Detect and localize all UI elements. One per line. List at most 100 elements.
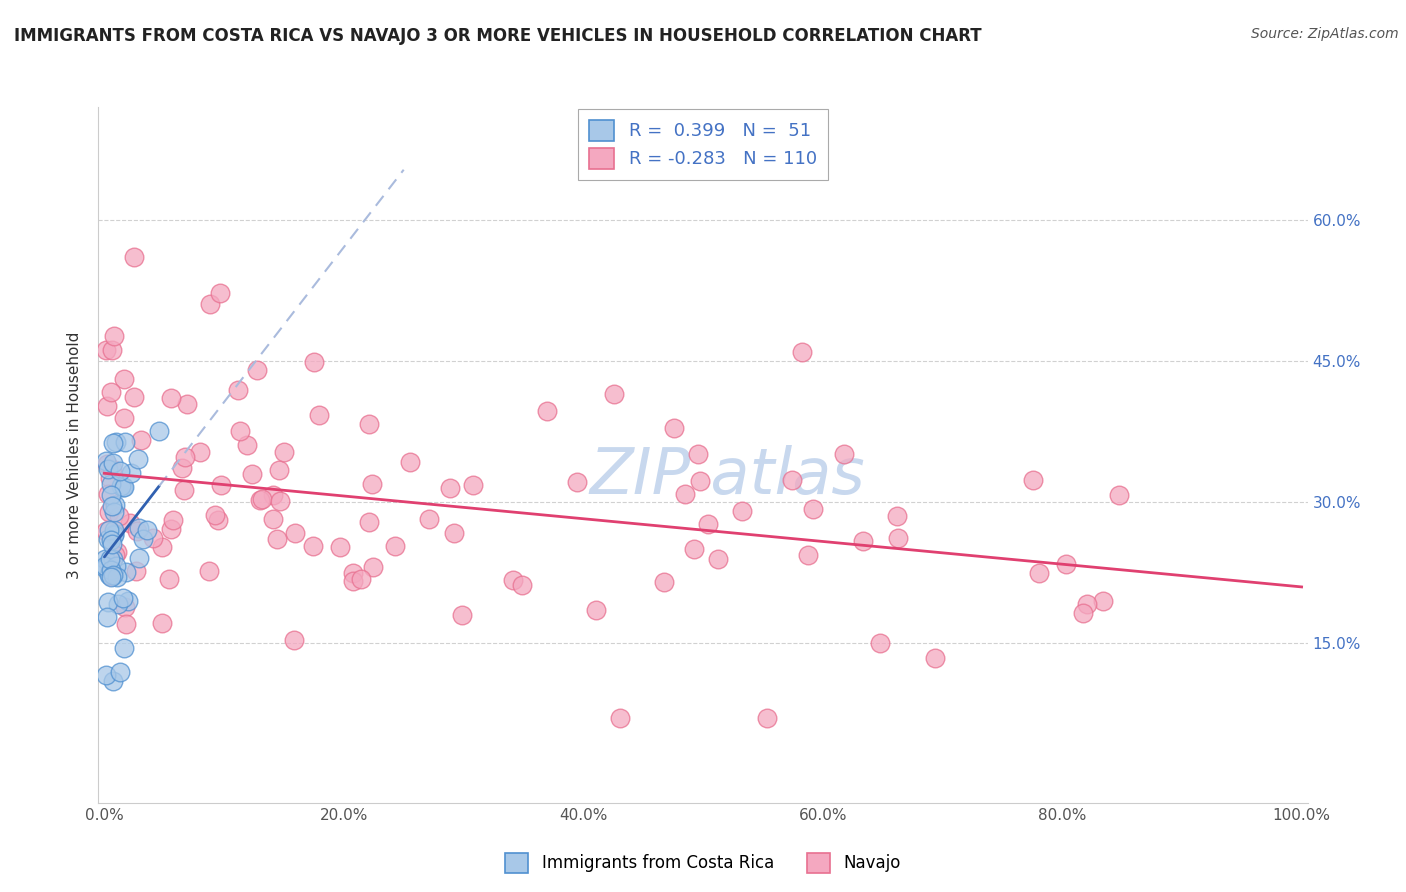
Point: [510, 578, 533, 592]
Point: [780, 473, 803, 487]
Legend: R =  0.399   N =  51, R = -0.283   N = 110: R = 0.399 N = 51, R = -0.283 N = 110: [578, 109, 828, 179]
Point: [105, 570, 128, 584]
Point: [204, 508, 226, 522]
Point: [1092, 594, 1115, 608]
Point: [207, 513, 229, 527]
Point: [97, 566, 120, 581]
Point: [159, 391, 181, 405]
Point: [104, 435, 127, 450]
Point: [249, 492, 271, 507]
Y-axis label: 3 or more Vehicles in Household: 3 or more Vehicles in Household: [67, 331, 83, 579]
Point: [246, 363, 269, 377]
Point: [792, 345, 814, 359]
Point: [284, 526, 307, 541]
Point: [97, 461, 120, 475]
Point: [128, 521, 150, 535]
Point: [342, 566, 364, 580]
Point: [112, 411, 135, 425]
Point: [209, 478, 232, 492]
Point: [94, 524, 117, 538]
Point: [887, 531, 910, 545]
Point: [114, 617, 136, 632]
Point: [94, 343, 117, 357]
Point: [565, 475, 588, 489]
Point: [103, 526, 125, 541]
Point: [463, 478, 485, 492]
Point: [98, 524, 121, 538]
Point: [101, 567, 124, 582]
Point: [756, 711, 779, 725]
Point: [98, 471, 121, 485]
Point: [302, 355, 325, 369]
Point: [150, 615, 173, 630]
Point: [98, 568, 121, 582]
Point: [117, 594, 139, 608]
Point: [832, 446, 855, 460]
Point: [308, 408, 330, 422]
Point: [124, 390, 146, 404]
Point: [115, 565, 138, 579]
Point: [100, 533, 122, 548]
Point: [96, 610, 118, 624]
Point: [124, 251, 146, 265]
Point: [94, 561, 117, 575]
Point: [250, 491, 273, 506]
Point: [98, 552, 121, 566]
Legend: Immigrants from Costa Rica, Navajo: Immigrants from Costa Rica, Navajo: [498, 847, 908, 880]
Point: [675, 487, 697, 501]
Point: [418, 512, 440, 526]
Point: [105, 545, 128, 559]
Point: [100, 384, 122, 399]
Point: [159, 522, 181, 536]
Point: [96, 668, 118, 682]
Point: [173, 483, 195, 498]
Point: [112, 372, 135, 386]
Point: [361, 559, 384, 574]
Point: [707, 552, 730, 566]
Point: [174, 450, 197, 465]
Point: [103, 456, 125, 470]
Point: [98, 505, 121, 519]
Point: [162, 513, 184, 527]
Point: [176, 397, 198, 411]
Point: [652, 574, 675, 589]
Point: [398, 455, 420, 469]
Point: [439, 481, 461, 495]
Point: [170, 461, 193, 475]
Point: [103, 436, 125, 450]
Point: [267, 462, 290, 476]
Point: [94, 551, 117, 566]
Point: [443, 526, 465, 541]
Point: [107, 597, 129, 611]
Point: [602, 386, 624, 401]
Point: [329, 540, 352, 554]
Point: [111, 480, 134, 494]
Point: [200, 297, 222, 311]
Point: [1073, 607, 1095, 621]
Point: [283, 633, 305, 648]
Point: [100, 488, 122, 502]
Point: [100, 477, 122, 491]
Point: [101, 537, 124, 551]
Point: [114, 600, 136, 615]
Point: [536, 403, 558, 417]
Point: [148, 424, 170, 438]
Text: IMMIGRANTS FROM COSTA RICA VS NAVAJO 3 OR MORE VEHICLES IN HOUSEHOLD CORRELATION: IMMIGRANTS FROM COSTA RICA VS NAVAJO 3 O…: [14, 27, 981, 45]
Point: [226, 384, 249, 398]
Point: [100, 570, 122, 584]
Point: [240, 467, 263, 481]
Point: [360, 476, 382, 491]
Point: [502, 573, 524, 587]
Point: [1021, 473, 1043, 487]
Point: [101, 552, 124, 566]
Point: [108, 464, 131, 478]
Point: [94, 454, 117, 468]
Point: [1108, 488, 1130, 502]
Point: [127, 451, 149, 466]
Point: [269, 493, 291, 508]
Point: [689, 474, 711, 488]
Point: [103, 505, 125, 519]
Point: [118, 516, 141, 531]
Point: [697, 517, 720, 532]
Point: [157, 572, 180, 586]
